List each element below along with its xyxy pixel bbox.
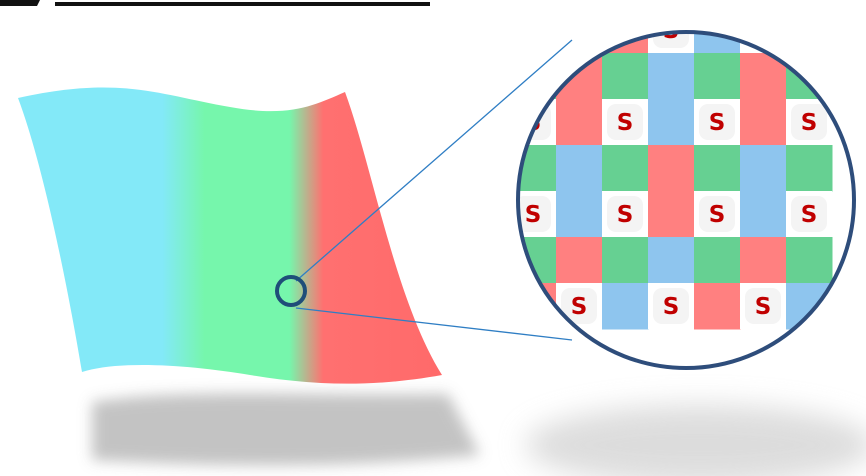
red-thread-tile xyxy=(694,283,741,330)
s-tile-badge xyxy=(607,104,643,140)
s-tile-letter: S xyxy=(617,202,634,228)
s-tile-badge xyxy=(561,288,597,324)
s-tile-letter: S xyxy=(617,110,634,136)
green-thread-tile xyxy=(602,145,649,192)
green-thread-tile xyxy=(602,237,649,284)
s-tile-letter: S xyxy=(755,18,772,44)
s-tile-letter: S xyxy=(709,202,726,228)
s-tile-letter: S xyxy=(571,294,588,320)
s-tile-letter: S xyxy=(525,202,542,228)
s-tile-badge xyxy=(561,32,597,48)
red-thread-tile xyxy=(556,99,603,146)
blue-thread-tile xyxy=(740,145,787,192)
s-tile-badge xyxy=(791,196,827,232)
s-tile-badge xyxy=(745,32,781,48)
red-thread-tile xyxy=(602,32,649,54)
magnifier-border xyxy=(516,30,856,370)
red-thread-tile xyxy=(648,191,695,238)
red-thread-tile xyxy=(786,32,833,54)
magnifier-lens: S S SS S S SS S S SS S S xyxy=(516,18,856,370)
s-tile-letter: S xyxy=(801,202,818,228)
s-tile-letter: S xyxy=(801,110,818,136)
connector-line-lower xyxy=(295,307,573,341)
blue-thread-tile xyxy=(694,32,741,54)
s-tile-badge xyxy=(791,104,827,140)
blue-thread-tile xyxy=(556,191,603,238)
s-tile-badge xyxy=(653,288,689,324)
s-tile-badge xyxy=(745,288,781,324)
s-tile-background xyxy=(556,32,602,53)
s-tile-badge xyxy=(518,196,551,232)
title-underline xyxy=(55,2,430,6)
s-tile-letter: S xyxy=(709,110,726,136)
red-thread-tile xyxy=(740,237,787,284)
blue-thread-tile xyxy=(740,191,787,238)
s-tile-letter: S xyxy=(571,18,588,44)
green-thread-tile xyxy=(694,53,741,100)
s-tile-badge xyxy=(653,32,689,48)
s-tile-letter: S xyxy=(755,294,772,320)
blue-thread-tile xyxy=(648,99,695,146)
green-thread-tile xyxy=(602,53,649,100)
blue-thread-tile xyxy=(602,283,649,330)
title-fragment xyxy=(0,0,40,6)
blue-thread-tile xyxy=(518,32,557,54)
s-tile-background xyxy=(740,32,786,53)
green-thread-tile xyxy=(786,53,833,100)
blue-thread-tile xyxy=(648,237,695,284)
red-thread-tile xyxy=(518,283,557,330)
blue-thread-tile xyxy=(556,145,603,192)
red-thread-tile xyxy=(740,99,787,146)
blue-thread-tile xyxy=(648,53,695,100)
green-thread-tile xyxy=(694,237,741,284)
magnifier-shadow xyxy=(525,405,866,476)
green-thread-tile xyxy=(786,237,833,284)
magnified-spot-marker xyxy=(275,275,307,307)
fabric-shadow xyxy=(92,393,480,466)
s-tile-badge xyxy=(699,104,735,140)
red-thread-tile xyxy=(648,145,695,192)
connector-line-upper xyxy=(295,39,573,282)
s-tile-badge xyxy=(607,196,643,232)
s-tile-badge xyxy=(699,196,735,232)
green-thread-tile xyxy=(518,237,557,284)
fabric-swatch xyxy=(18,87,442,384)
green-thread-tile xyxy=(694,145,741,192)
s-tile-letter: S xyxy=(663,294,680,320)
red-thread-tile xyxy=(556,237,603,284)
woven-pattern-grid: S S SS S S SS S S SS S S xyxy=(518,18,833,330)
green-thread-tile xyxy=(786,145,833,192)
